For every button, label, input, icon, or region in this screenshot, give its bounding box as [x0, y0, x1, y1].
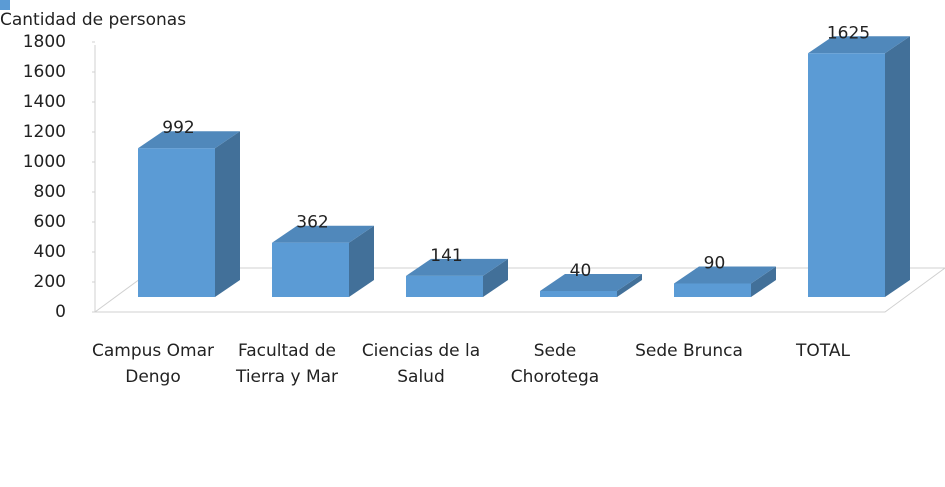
floor	[93, 267, 945, 313]
x-tick-label: Sede Brunca	[635, 341, 743, 361]
bar	[272, 242, 349, 297]
x-tick-label: Campus Omar Dengo	[91, 341, 215, 387]
value-label: 362	[296, 213, 328, 233]
bar-side	[349, 225, 374, 297]
x-tick-label: Sede Chorotega	[510, 341, 600, 387]
bar-side	[885, 36, 910, 297]
bar-side	[617, 274, 642, 297]
bar	[674, 283, 751, 297]
bar-side	[215, 131, 240, 297]
bar	[808, 53, 885, 297]
legend-swatch	[0, 0, 10, 10]
y-tick-label: 1800	[23, 32, 66, 52]
bar-top	[406, 258, 508, 276]
x-tick-label: TOTAL	[796, 341, 850, 361]
bar-top	[808, 36, 910, 54]
bar-top	[138, 131, 240, 149]
bar-side	[483, 258, 508, 297]
y-tick-label: 600	[34, 212, 66, 232]
bar-top	[272, 225, 374, 243]
y-tick-label: 1600	[23, 62, 66, 82]
y-tick-label: 400	[34, 242, 66, 262]
y-tick-label: 1000	[23, 152, 66, 172]
bar	[406, 275, 483, 297]
y-tick-label: 1200	[23, 122, 66, 142]
y-tick-label: 1400	[23, 92, 66, 112]
legend-label: Cantidad de personas	[0, 10, 187, 30]
value-label: 1625	[827, 23, 870, 43]
y-tick-label: 200	[34, 272, 66, 292]
bar	[138, 148, 215, 297]
value-label: 992	[162, 118, 194, 138]
y-tick-label: 800	[34, 182, 66, 202]
x-tick-label: Ciencias de la Salud	[361, 341, 481, 387]
value-label: 90	[704, 254, 726, 274]
bar	[540, 291, 617, 297]
value-label: 141	[430, 246, 462, 266]
x-tick-label: Facultad de Tierra y Mar	[235, 341, 339, 387]
bar-side	[751, 266, 776, 297]
value-label: 40	[570, 261, 592, 281]
bar-top	[540, 274, 642, 291]
bar-top	[674, 266, 776, 284]
y-tick-label: 0	[55, 302, 66, 322]
